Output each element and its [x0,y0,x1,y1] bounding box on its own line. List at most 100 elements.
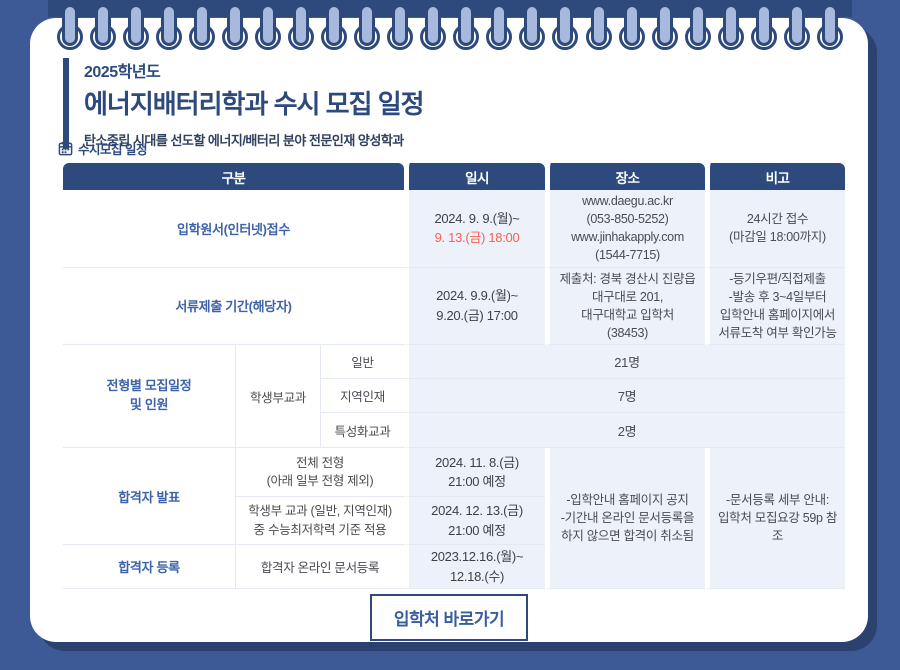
ring-pin [359,4,376,46]
cell-announce-label: 합격자 발표 [63,448,235,545]
binding-ring [122,2,150,56]
header-category: 구분 [63,163,405,190]
schedule-section-title: 수시모집 일정 [78,143,147,157]
binding-ring [56,2,84,56]
cell-register-label: 합격자 등록 [63,545,235,589]
cell-application-place: www.daegu.ac.kr (053-850-5252) www.jinha… [545,190,706,268]
row-document-submission: 서류제출 기간(해당자) 2024. 9.9.(월)~ 9.20.(금) 17:… [63,267,846,345]
ring-pin [722,4,739,46]
ring-pin [425,4,442,46]
row-announcement-all: 합격자 발표 전체 전형 (아래 일부 전형 제외) 2024. 11. 8.(… [63,448,846,589]
header-place: 장소 [545,163,706,190]
cell-application-date: 2024. 9. 9.(월)~ 9. 13.(금) 18:00 [404,190,546,268]
cell-announce-sub-minimum: 학생부 교과 (일반, 지역인재) 중 수능최저학력 기준 적용 [235,497,405,545]
binding-ring [816,2,844,56]
cell-docs-label: 서류제출 기간(해당자) [63,268,405,345]
binding-ring [717,2,745,56]
cell-register-date: 2023.12.16.(월)~ 12.18.(수) [404,545,546,589]
cell-announce-note-merged: -문서등록 세부 안내: 입학처 모집요강 59p 참조 [705,448,846,589]
row-quota-specialized: 특성화교과 2명 [63,413,846,448]
ring-pin [227,4,244,46]
header-date: 일시 [404,163,546,190]
cell-quota-label: 전형별 모집일정 및 인원 [63,345,235,448]
binding-ring [618,2,646,56]
application-date-start: 2024. 9. 9.(월)~ [434,210,520,226]
binding-ring [188,2,216,56]
binding-ring [783,2,811,56]
ring-pin [95,4,112,46]
cell-application-label: 입학원서(인터넷)접수 [63,190,405,268]
ring-pin [128,4,145,46]
binder-strip [48,0,852,17]
calendar-icon [58,141,73,156]
ring-pin [194,4,211,46]
ring-pin [293,4,310,46]
header-note: 비고 [705,163,846,190]
row-application: 입학원서(인터넷)접수 2024. 9. 9.(월)~ 9. 13.(금) 18… [63,190,846,268]
ring-pin [161,4,178,46]
ring-pin [326,4,343,46]
cell-quota-count-specialized: 2명 [404,413,846,448]
binding-ring [353,2,381,56]
cell-announce-date-minimum: 2024. 12. 13.(금) 21:00 예정 [404,497,546,545]
cell-register-sub: 합격자 온라인 문서등록 [235,545,405,589]
binding-ring [287,2,315,56]
cell-announce-sub-all: 전체 전형 (아래 일부 전형 제외) [235,448,405,497]
notebook-page: 2025학년도 에너지배터리학과 수시 모집 일정 탄소중립 시대를 선도할 에… [30,18,868,642]
ring-pin [755,4,772,46]
page-title: 에너지배터리학과 수시 모집 일정 [84,89,425,119]
binding-rings [56,2,844,56]
cell-announce-date-all: 2024. 11. 8.(금) 21:00 예정 [404,448,546,497]
binding-ring [320,2,348,56]
ring-pin [557,4,574,46]
binding-ring [221,2,249,56]
ring-pin [656,4,673,46]
academic-year-label: 2025학년도 [84,64,161,81]
ring-pin [524,4,541,46]
cell-docs-date: 2024. 9.9.(월)~ 9.20.(금) 17:00 [404,267,546,345]
binding-ring [419,2,447,56]
footer-button-row: 입학처 바로가기 [30,594,868,641]
schedule-table: 구분 일시 장소 비고 입학원서(인터넷)접수 2024. 9. 9.(월)~ … [63,163,846,589]
row-quota-general: 전형별 모집일정 및 인원 학생부교과 일반 21명 [63,345,846,448]
row-quota-regional: 지역인재 7명 [63,379,846,413]
cell-quota-count-general: 21명 [404,345,846,379]
binding-ring [651,2,679,56]
binding-ring [386,2,414,56]
binding-ring [155,2,183,56]
binding-ring [452,2,480,56]
table-header-row: 구분 일시 장소 비고 [63,163,846,190]
row-registration: 합격자 등록 합격자 온라인 문서등록 2023.12.16.(월)~ 12.1… [63,545,845,589]
binding-ring [89,2,117,56]
cell-quota-type-general: 일반 [320,345,405,379]
cell-docs-place: 제출처: 경북 경산시 진량읍 대구대로 201, 대구대학교 입학처 (384… [545,267,706,345]
binding-ring [585,2,613,56]
ring-pin [260,4,277,46]
binding-ring [518,2,546,56]
binding-ring [485,2,513,56]
ring-pin [392,4,409,46]
ring-pin [458,4,475,46]
ring-pin [689,4,706,46]
ring-pin [62,4,78,46]
page-header: 2025학년도 에너지배터리학과 수시 모집 일정 탄소중립 시대를 선도할 에… [63,58,425,149]
ring-pin [821,4,838,46]
binding-ring [750,2,778,56]
cell-application-note: 24시간 접수 (마감일 18:00까지) [705,190,846,268]
application-date-deadline: 9. 13.(금) 18:00 [434,230,520,246]
ring-pin [623,4,640,46]
page-subtitle: 탄소중립 시대를 선도할 에너지/배터리 분야 전문인재 양성학과 [84,133,404,148]
admissions-office-link-button[interactable]: 입학처 바로가기 [369,594,529,641]
cell-docs-note: -등기우편/직접제출 -발송 후 3~4일부터 입학안내 홈페이지에서 서류도착… [705,267,846,345]
binding-ring [551,2,579,56]
schedule-section-label: 수시모집 일정 [58,139,147,158]
binding-ring [254,2,282,56]
ring-pin [491,4,508,46]
cell-announce-place-merged: -입학안내 홈페이지 공지 -기간내 온라인 문서등록을 하지 않으면 합격이 … [545,448,706,589]
cell-quota-count-regional: 7명 [404,379,846,413]
cell-quota-track: 학생부교과 [235,345,320,448]
ring-pin [590,4,607,46]
cell-quota-type-regional: 지역인재 [320,379,405,413]
binding-ring [684,2,712,56]
row-announcement-minimum: 학생부 교과 (일반, 지역인재) 중 수능최저학력 기준 적용 2024. 1… [63,497,845,545]
